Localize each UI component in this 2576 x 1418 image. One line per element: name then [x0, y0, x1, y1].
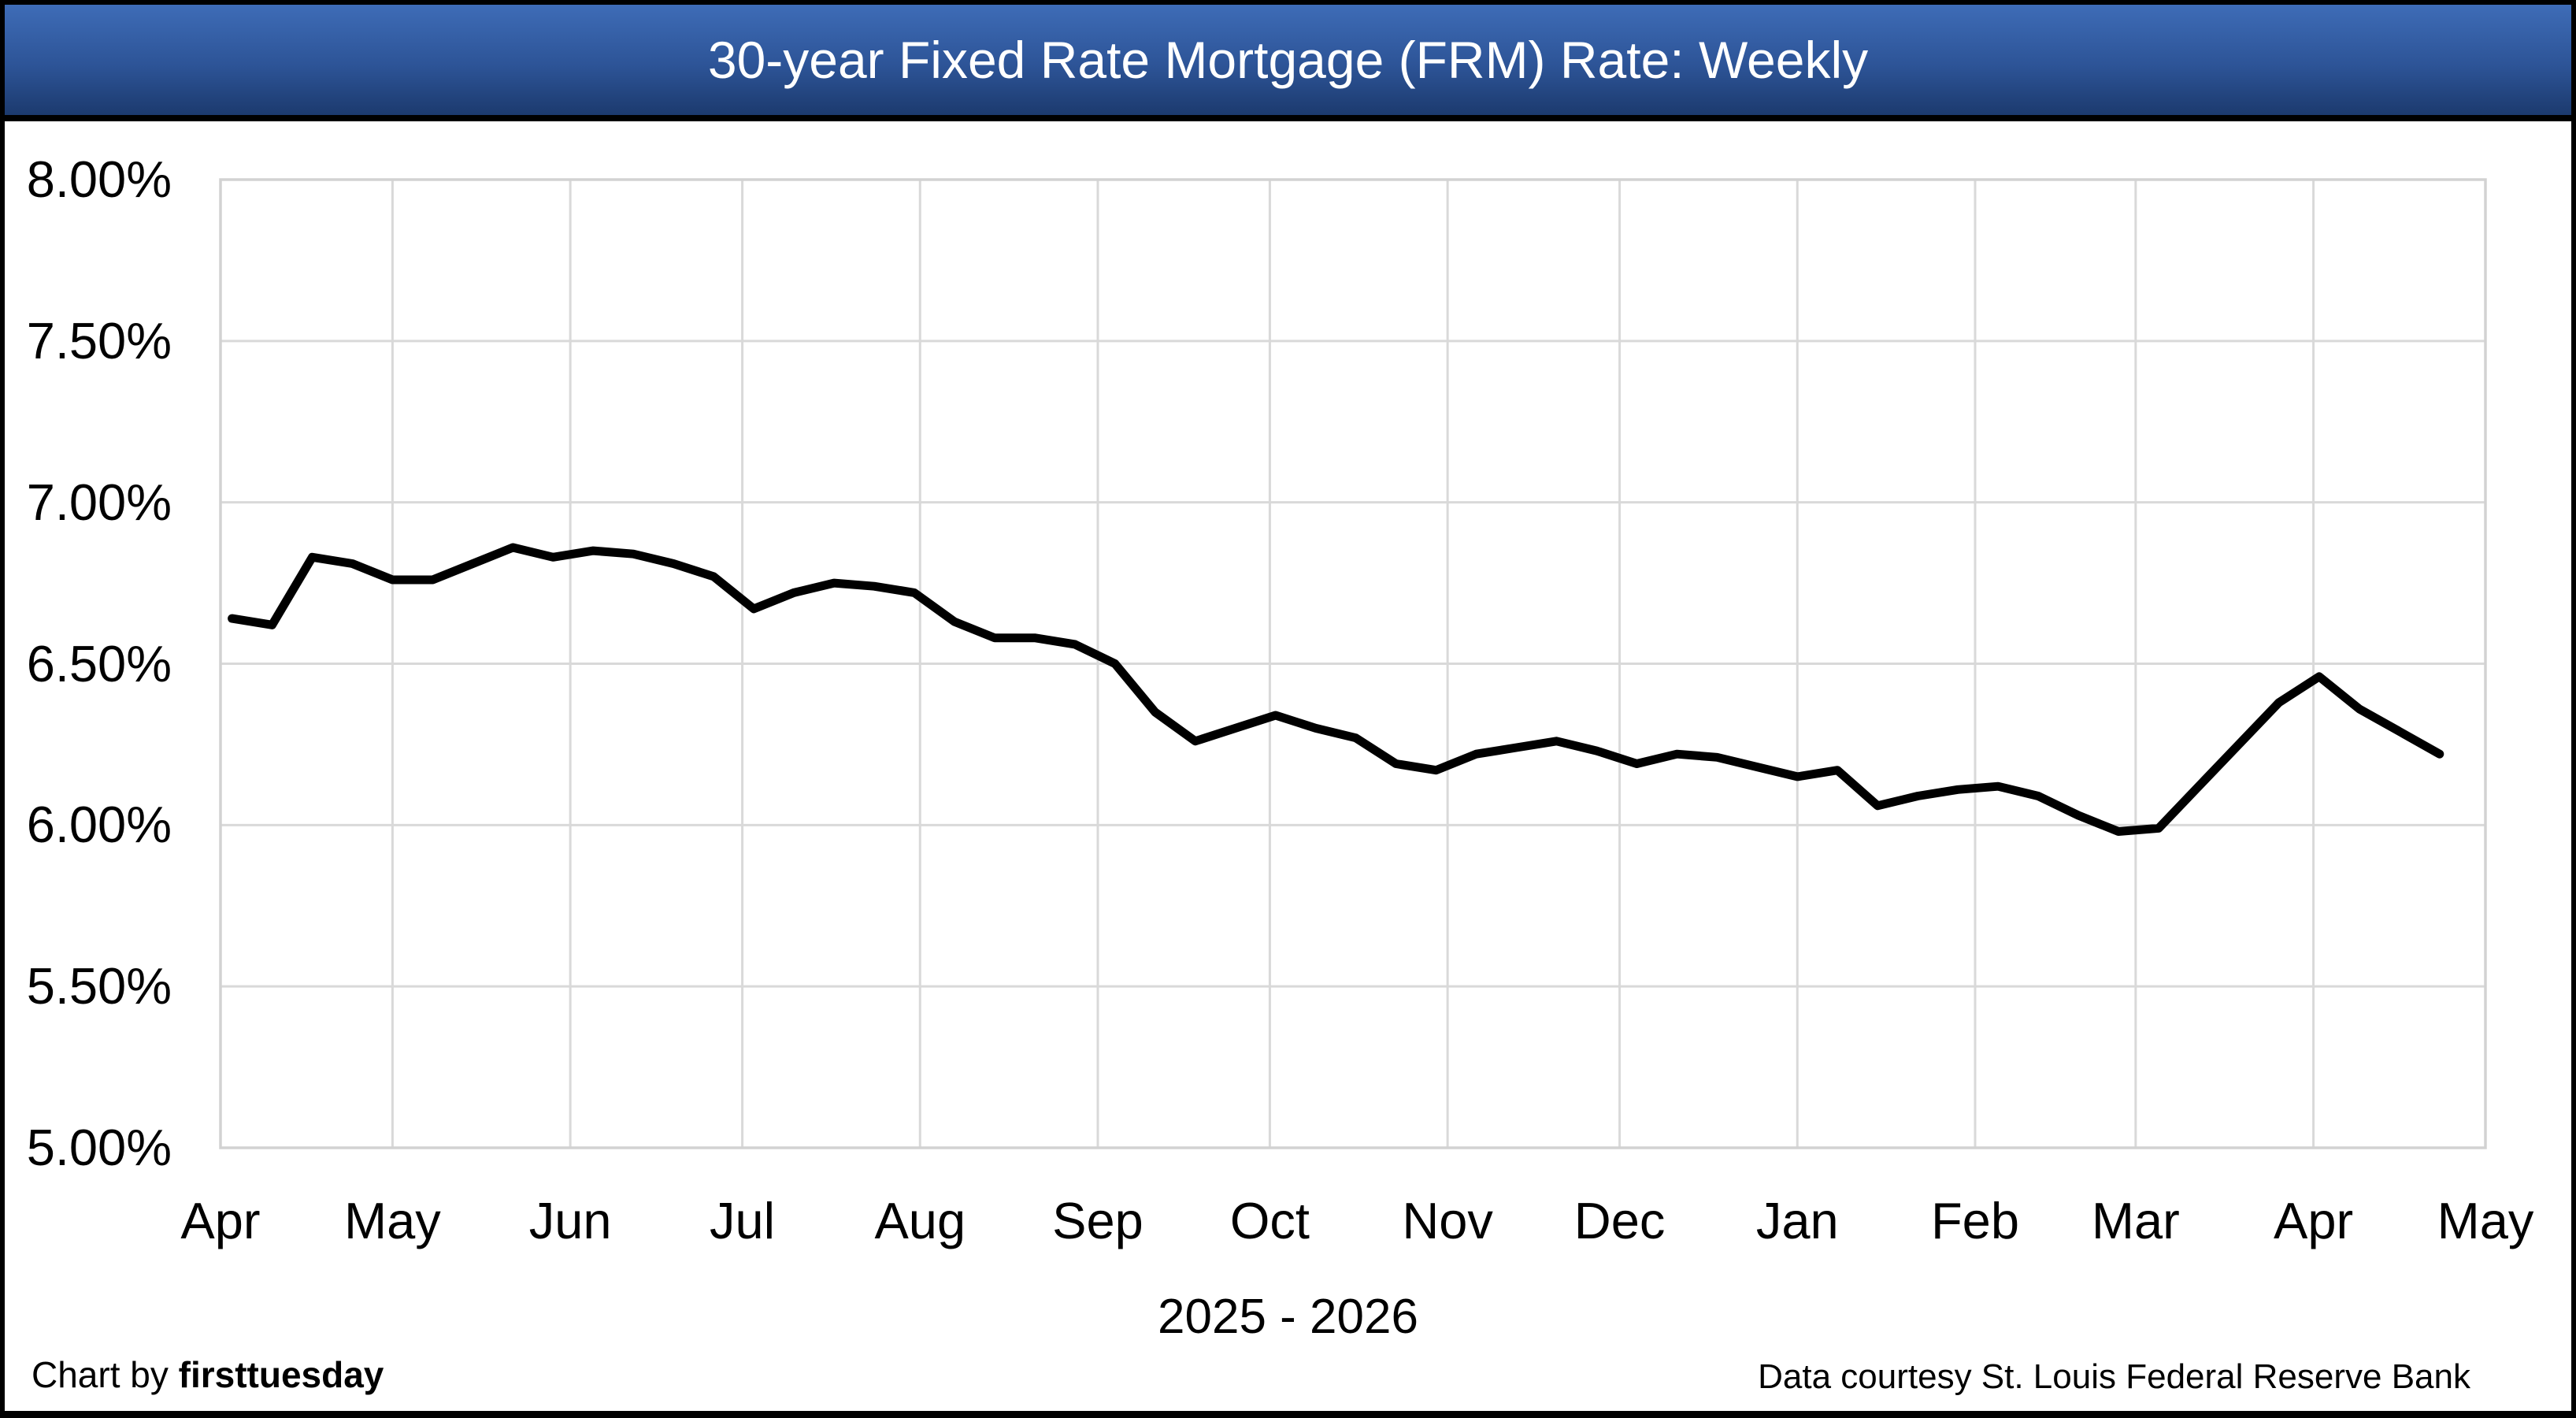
credit-source: Data courtesy St. Louis Federal Reserve …: [1758, 1357, 2470, 1396]
x-axis-tick-label: Oct: [1229, 1192, 1310, 1249]
y-axis-tick-label: 5.00%: [26, 1119, 172, 1176]
y-axis-tick-label: 5.50%: [26, 957, 172, 1015]
y-axis-tick-label: 7.50%: [26, 311, 172, 369]
x-axis-tick-label: Jul: [710, 1192, 776, 1249]
frm-rate-line: [228, 543, 2444, 836]
chart-title: 30-year Fixed Rate Mortgage (FRM) Rate: …: [707, 31, 1869, 89]
x-axis-tick-label: Apr: [180, 1192, 261, 1249]
title-bar: 30-year Fixed Rate Mortgage (FRM) Rate: …: [5, 5, 2571, 121]
credit-brand: firsttuesday: [178, 1354, 384, 1395]
credit-left: Chart by firsttuesday: [32, 1352, 384, 1398]
x-axis-tick-label: Jun: [528, 1192, 612, 1249]
credit-prefix: Chart by: [32, 1354, 179, 1395]
y-axis-tick-label: 8.00%: [26, 150, 172, 208]
x-axis-tick-label: Nov: [1402, 1192, 1493, 1249]
x-axis-tick-label: Jan: [1755, 1192, 1839, 1249]
x-axis-tick-label: Aug: [874, 1192, 966, 1249]
y-axis-tick-label: 6.00%: [26, 796, 172, 854]
plot-border: [219, 178, 2487, 1149]
x-axis-tick-label: Dec: [1573, 1192, 1666, 1249]
y-axis-tick-label: 6.50%: [26, 634, 172, 692]
x-axis-tick-label: May: [2437, 1192, 2534, 1249]
x-axis-tick-label: Feb: [1930, 1192, 2019, 1249]
y-axis-tick-label: 7.00%: [26, 473, 172, 531]
x-axis-title: 2025 - 2026: [1158, 1290, 1418, 1344]
x-axis-tick-label: Sep: [1052, 1192, 1143, 1249]
x-axis-tick-label: Mar: [2091, 1192, 2180, 1249]
x-axis-tick-label: May: [344, 1192, 441, 1249]
plot-svg: [219, 178, 2487, 1149]
x-axis-tick-label: Apr: [2273, 1192, 2354, 1249]
